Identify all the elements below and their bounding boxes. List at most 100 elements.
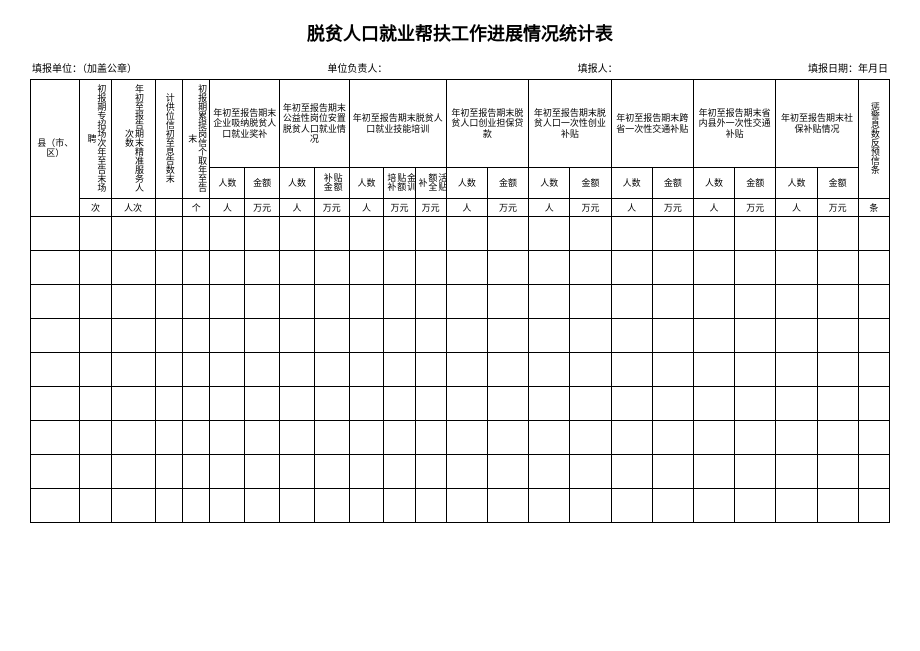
table-cell (446, 489, 487, 523)
table-cell (245, 217, 280, 251)
unit-g2: 万元 (314, 199, 349, 217)
table-cell (652, 489, 693, 523)
th-col-d: 计供位信初至息告数末 (155, 80, 182, 199)
th-g-people: 人数 (280, 168, 315, 199)
table-cell (111, 217, 155, 251)
table-cell (570, 489, 611, 523)
table-cell (735, 421, 776, 455)
table-cell (183, 319, 210, 353)
table-cell (384, 421, 415, 455)
th-m-people: 人数 (776, 168, 817, 199)
table-cell (693, 285, 734, 319)
th-h-train: 金训贴额培补 (384, 168, 415, 199)
table-cell (735, 319, 776, 353)
table-row (31, 353, 890, 387)
unit-k2: 万元 (652, 199, 693, 217)
th-j-amount: 金额 (570, 168, 611, 199)
th-h-life: 活贴额全补 (415, 168, 446, 199)
table-cell (570, 319, 611, 353)
table-cell (446, 421, 487, 455)
table-cell (314, 285, 349, 319)
table-cell (776, 421, 817, 455)
th-i-amount: 金额 (487, 168, 528, 199)
table-cell (776, 489, 817, 523)
table-cell (155, 455, 182, 489)
table-cell (735, 353, 776, 387)
unit-c: 人次 (111, 199, 155, 217)
table-cell (487, 455, 528, 489)
table-cell (693, 489, 734, 523)
table-cell (415, 217, 446, 251)
table-cell (183, 421, 210, 455)
table-cell (446, 387, 487, 421)
table-cell (183, 489, 210, 523)
table-cell (280, 285, 315, 319)
table-cell (776, 285, 817, 319)
unit-m2: 万元 (817, 199, 858, 217)
table-cell (349, 319, 384, 353)
table-cell (210, 285, 245, 319)
table-cell (111, 251, 155, 285)
table-cell (693, 217, 734, 251)
table-cell (693, 319, 734, 353)
table-cell (245, 455, 280, 489)
table-cell (80, 387, 111, 421)
table-cell (384, 319, 415, 353)
table-cell (183, 387, 210, 421)
table-cell (155, 421, 182, 455)
table-cell (183, 285, 210, 319)
table-cell (314, 455, 349, 489)
table-cell (245, 251, 280, 285)
table-cell (652, 251, 693, 285)
th-l-amount: 金额 (735, 168, 776, 199)
table-cell (210, 455, 245, 489)
table-cell (735, 455, 776, 489)
table-cell (210, 217, 245, 251)
table-row (31, 319, 890, 353)
table-cell (415, 455, 446, 489)
unit-b: 次 (80, 199, 111, 217)
th-grp-f: 年初至报告期末企业吸纳脱贫人口就业奖补 (210, 80, 280, 168)
table-cell (693, 353, 734, 387)
th-grp-j: 年初至报告期末脱贫人口一次性创业补贴 (529, 80, 611, 168)
table-cell (155, 319, 182, 353)
table-cell (210, 251, 245, 285)
meta-date: 填报日期：年月日 (808, 60, 888, 75)
table-cell (446, 455, 487, 489)
table-cell (611, 319, 652, 353)
table-cell (111, 489, 155, 523)
table-cell (210, 489, 245, 523)
table-cell (817, 455, 858, 489)
table-cell (776, 217, 817, 251)
table-cell (611, 285, 652, 319)
table-cell (415, 251, 446, 285)
table-cell (776, 455, 817, 489)
table-cell (529, 353, 570, 387)
table-cell (529, 319, 570, 353)
table-cell (817, 489, 858, 523)
table-cell (80, 217, 111, 251)
table-cell (384, 217, 415, 251)
table-cell (31, 285, 80, 319)
table-cell (31, 353, 80, 387)
th-grp-l: 年初至报告期末省内县外一次性交通补贴 (693, 80, 775, 168)
th-k-people: 人数 (611, 168, 652, 199)
table-cell (245, 489, 280, 523)
unit-d (155, 199, 182, 217)
th-col-e: 初报期累提岗信个取年至告末 (183, 80, 210, 199)
table-cell (735, 489, 776, 523)
table-cell (349, 285, 384, 319)
table-cell (776, 251, 817, 285)
th-f-amount: 金额 (245, 168, 280, 199)
th-grp-g: 年初至报告期末公益性岗位安置脱贫人口就业情况 (280, 80, 350, 168)
table-cell (31, 489, 80, 523)
th-grp-h: 年初至报告期末脱贫人口就业技能培训 (349, 80, 446, 168)
table-cell (384, 489, 415, 523)
table-cell (349, 455, 384, 489)
th-col-last: 惩警息数反预信条 (858, 80, 889, 199)
th-grp-k: 年初至报告期末跨省一次性交通补贴 (611, 80, 693, 168)
table-cell (693, 455, 734, 489)
table-cell (446, 251, 487, 285)
table-cell (314, 489, 349, 523)
table-cell (349, 489, 384, 523)
